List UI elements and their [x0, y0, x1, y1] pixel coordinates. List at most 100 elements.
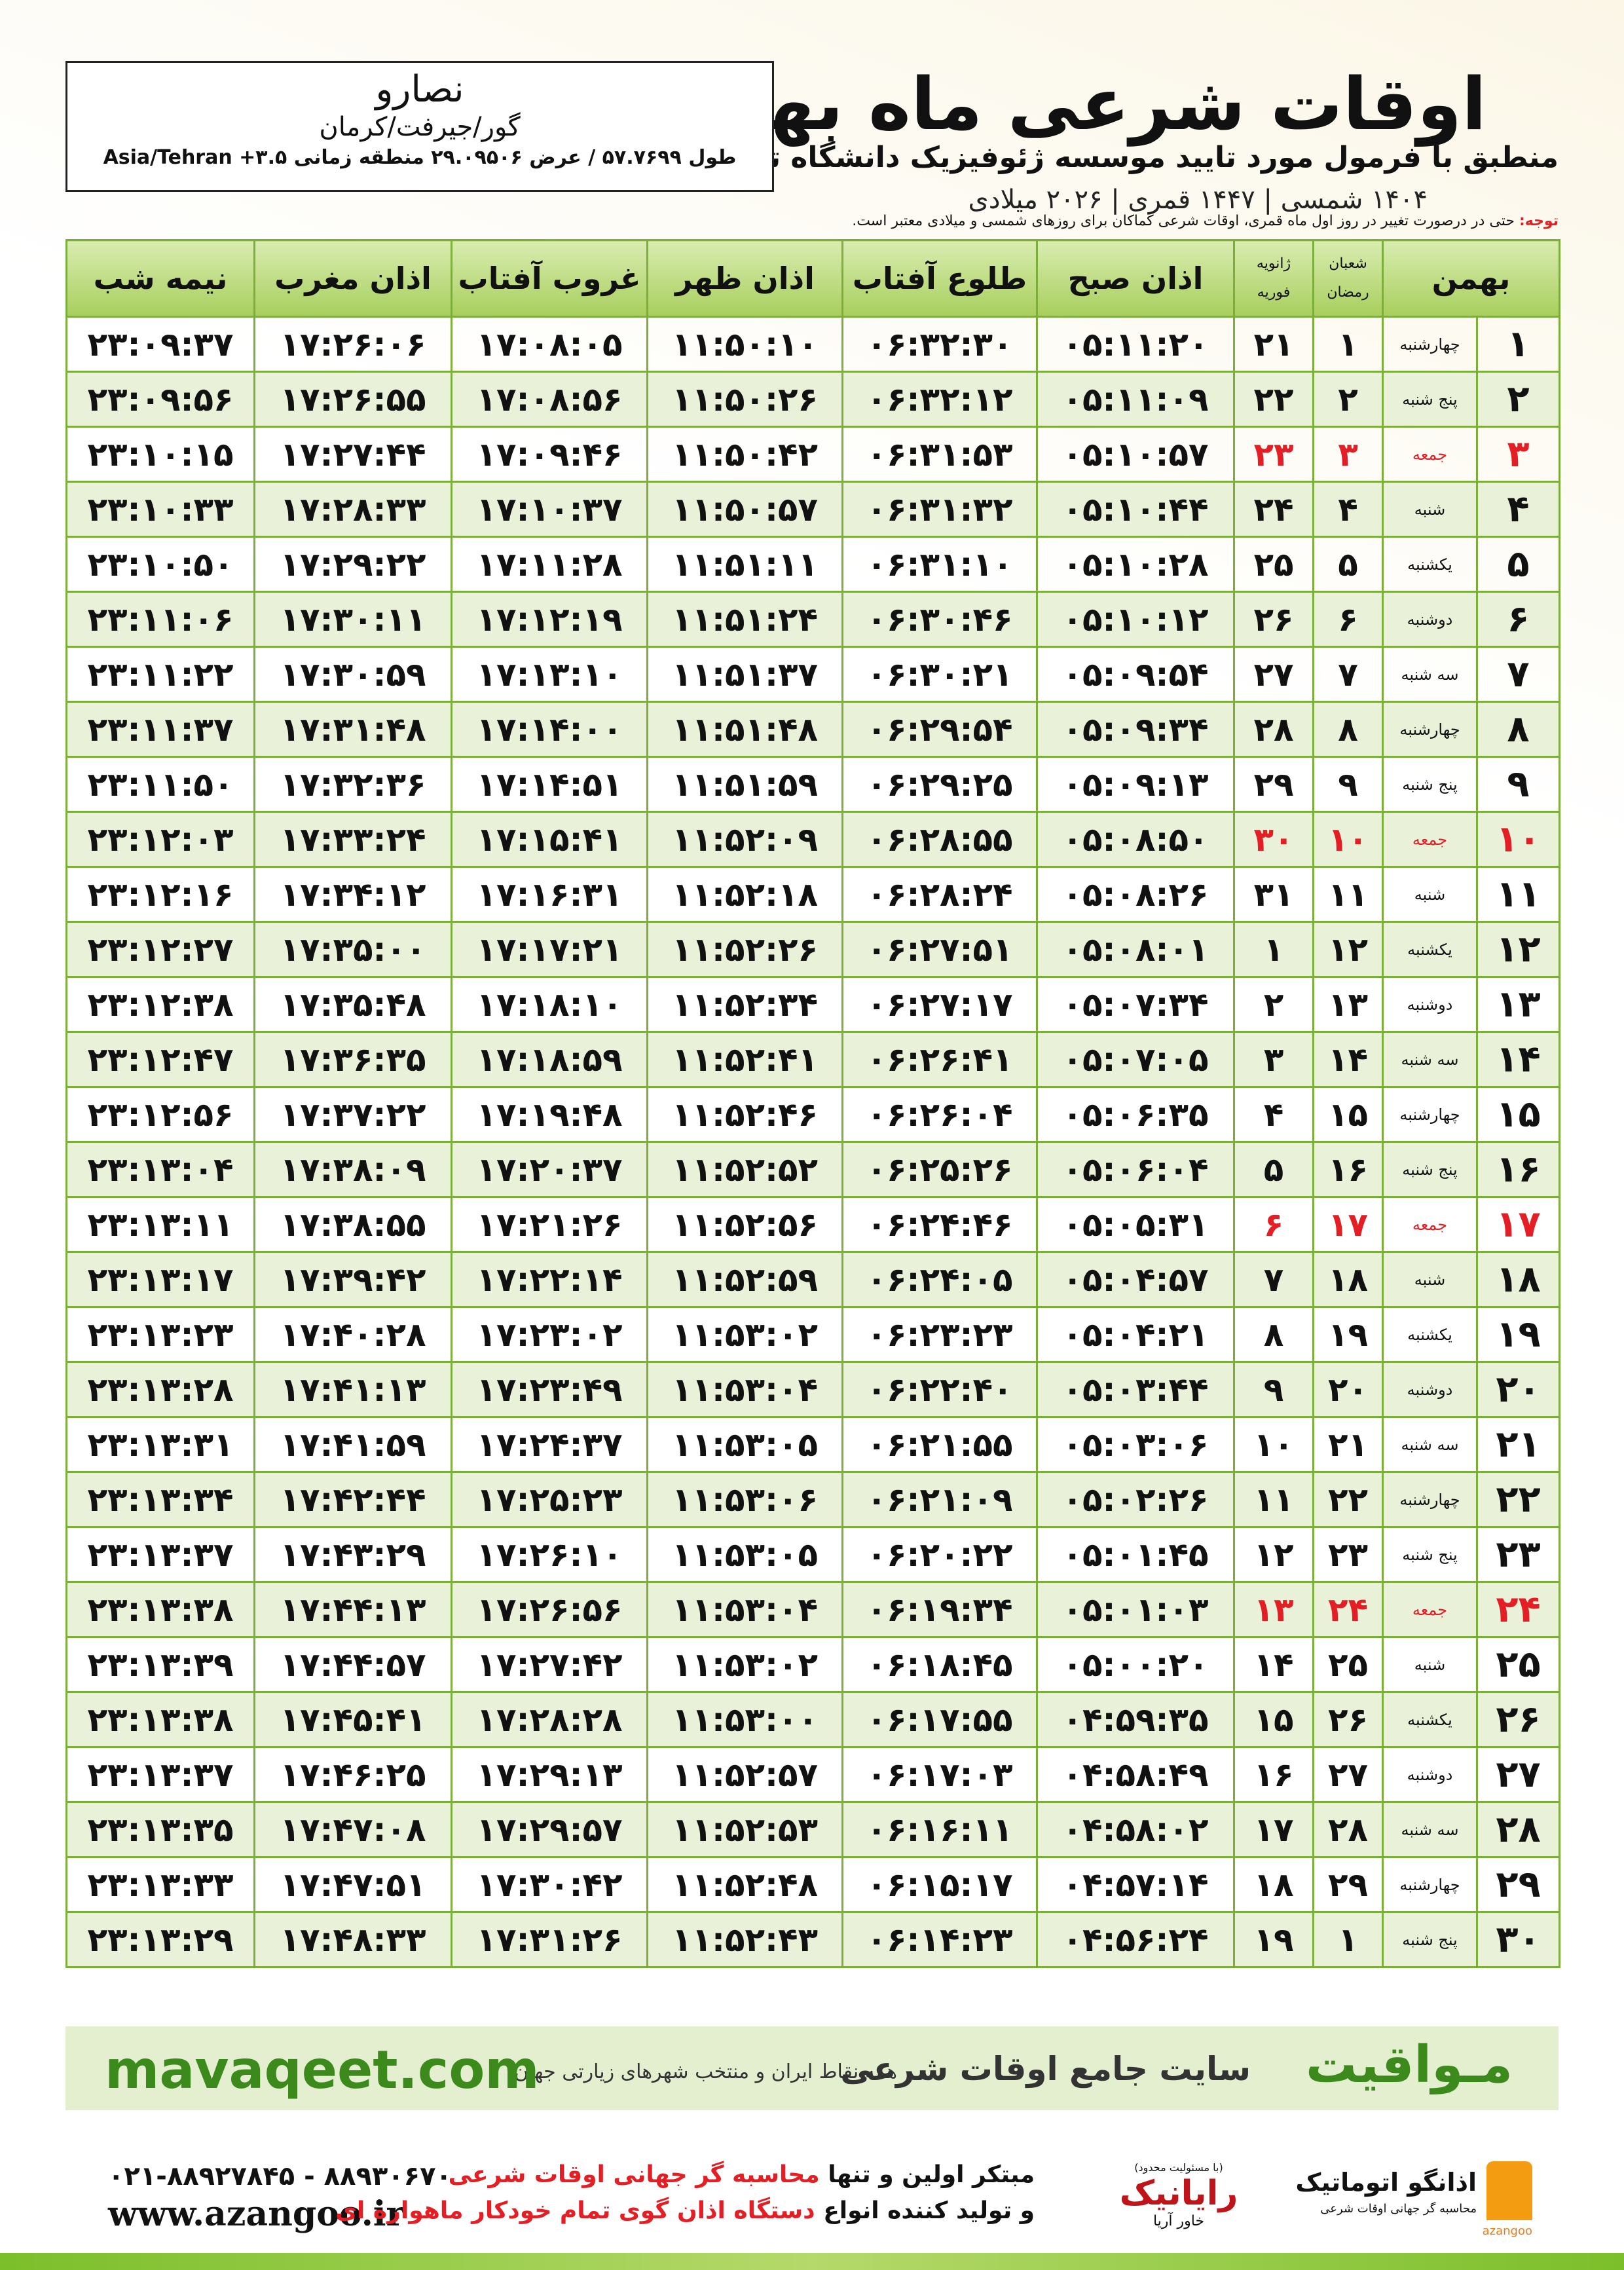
sunset: ۱۷:۱۸:۵۹	[451, 1031, 648, 1088]
website[interactable]: www.azangoo.ir	[108, 2194, 404, 2234]
weekday: شنبه	[1382, 1636, 1478, 1693]
tagline: سایت جامع اوقات شرعی	[840, 2050, 1251, 2088]
day: ۱۰	[1476, 811, 1560, 868]
midnight: ۲۳:۱۳:۱۱	[65, 1196, 255, 1253]
note-text: حتی در درصورت تغییر در روز اول ماه قمری،…	[852, 213, 1515, 229]
hijri-day: ۱۸	[1312, 1251, 1384, 1308]
gregorian-day: ۴	[1233, 1086, 1314, 1143]
fajr: ۰۴:۵۸:۰۲	[1036, 1801, 1235, 1858]
fajr: ۰۵:۱۰:۴۴	[1036, 481, 1235, 538]
maghrib: ۱۷:۴۱:۱۳	[253, 1361, 452, 1418]
sunset: ۱۷:۲۳:۰۲	[451, 1306, 648, 1363]
hijri-day: ۹	[1312, 756, 1384, 813]
brand: مـواقیت	[1305, 2036, 1513, 2094]
maghrib: ۱۷:۳۶:۳۵	[253, 1031, 452, 1088]
maghrib: ۱۷:۳۰:۱۱	[253, 591, 452, 648]
day: ۳	[1476, 426, 1560, 483]
gregorian-day: ۳۱	[1233, 866, 1314, 923]
gregorian-day: ۱۱	[1233, 1471, 1314, 1528]
hijri-day: ۱۵	[1312, 1086, 1384, 1143]
fajr: ۰۵:۰۸:۲۶	[1036, 866, 1235, 923]
table-row: ۱۳ دوشنبه ۱۳ ۲ ۰۵:۰۷:۳۴ ۰۶:۲۷:۱۷ ۱۱:۵۲:۳۴ ۱۷:۱۸…	[65, 976, 1560, 1033]
table-row: ۲۶ یکشنبه ۲۶ ۱۵ ۰۴:۵۹:۳۵ ۰۶:۱۷:۵۵ ۱۱:۵۳:۰۰ ۱۷:۲…	[65, 1691, 1560, 1748]
table-row: ۲۵ شنبه ۲۵ ۱۴ ۰۵:۰۰:۲۰ ۰۶:۱۸:۴۵ ۱۱:۵۳:۰۲ ۱۷:۲۷:…	[65, 1636, 1560, 1693]
hijri-day: ۱۴	[1312, 1031, 1384, 1088]
city: نصارو	[375, 68, 464, 111]
gregorian-day: ۱	[1233, 921, 1314, 978]
maghrib: ۱۷:۲۶:۰۶	[253, 316, 452, 373]
table-row: ۶ دوشنبه ۶ ۲۶ ۰۵:۱۰:۱۲ ۰۶:۳۰:۴۶ ۱۱:۵۱:۲۴ ۱۷:۱۲:…	[65, 591, 1560, 648]
footer-line: مبتکر اولین و تنها محاسبه گر جهانی اوقات…	[449, 2161, 1035, 2188]
midnight: ۲۳:۰۹:۵۶	[65, 371, 255, 428]
fajr: ۰۵:۰۹:۵۴	[1036, 646, 1235, 703]
gregorian-day: ۲۸	[1233, 701, 1314, 758]
table-row: ۲۹ چهارشنبه ۲۹ ۱۸ ۰۴:۵۷:۱۴ ۰۶:۱۵:۱۷ ۱۱:۵۲:۴۸ ۱۷…	[65, 1856, 1560, 1913]
dhuhr: ۱۱:۵۲:۵۹	[646, 1251, 843, 1308]
day: ۷	[1476, 646, 1560, 703]
table-row: ۱۶ پنج شنبه ۱۶ ۵ ۰۵:۰۶:۰۴ ۰۶:۲۵:۲۶ ۱۱:۵۲:۵۲ ۱۷:…	[65, 1141, 1560, 1198]
dhuhr: ۱۱:۵۳:۰۲	[646, 1636, 843, 1693]
hijri-day: ۱۳	[1312, 976, 1384, 1033]
table-row: ۱۸ شنبه ۱۸ ۷ ۰۵:۰۴:۵۷ ۰۶:۲۴:۰۵ ۱۱:۵۲:۵۹ ۱۷:۲۲:۱…	[65, 1251, 1560, 1308]
hijri-day: ۵	[1312, 536, 1384, 593]
maghrib: ۱۷:۴۵:۴۱	[253, 1691, 452, 1748]
fajr: ۰۵:۰۷:۰۵	[1036, 1031, 1235, 1088]
line-text: و تولید کننده انواع	[823, 2197, 1035, 2224]
sunset: ۱۷:۲۹:۵۷	[451, 1801, 648, 1858]
sunrise: ۰۶:۳۱:۱۰	[841, 536, 1038, 593]
sunset: ۱۷:۱۷:۲۱	[451, 921, 648, 978]
sunrise: ۰۶:۲۸:۲۴	[841, 866, 1038, 923]
fajr: ۰۵:۰۶:۳۵	[1036, 1086, 1235, 1143]
table-row: ۲۰ دوشنبه ۲۰ ۹ ۰۵:۰۳:۴۴ ۰۶:۲۲:۴۰ ۱۱:۵۳:۰۴ ۱۷:۲۳…	[65, 1361, 1560, 1418]
table-row: ۴ شنبه ۴ ۲۴ ۰۵:۱۰:۴۴ ۰۶:۳۱:۳۲ ۱۱:۵۰:۵۷ ۱۷:۱۰:۳۷…	[65, 481, 1560, 538]
sunrise: ۰۶:۲۸:۵۵	[841, 811, 1038, 868]
maghrib: ۱۷:۲۸:۳۳	[253, 481, 452, 538]
url[interactable]: mavaqeet.com	[105, 2039, 540, 2100]
maghrib: ۱۷:۴۲:۴۴	[253, 1471, 452, 1528]
day: ۲۸	[1476, 1801, 1560, 1858]
midnight: ۲۳:۱۲:۴۷	[65, 1031, 255, 1088]
maghrib: ۱۷:۴۴:۵۷	[253, 1636, 452, 1693]
maghrib: ۱۷:۳۷:۲۲	[253, 1086, 452, 1143]
sunrise: ۰۶:۳۱:۳۲	[841, 481, 1038, 538]
sunrise: ۰۶:۲۱:۵۵	[841, 1416, 1038, 1473]
banner: مـواقیت سایت جامع اوقات شرعی همه نقاط ای…	[65, 2026, 1559, 2110]
table-row: ۱۴ سه شنبه ۱۴ ۳ ۰۵:۰۷:۰۵ ۰۶:۲۶:۴۱ ۱۱:۵۲:۴۱ ۱۷:۱…	[65, 1031, 1560, 1088]
midnight: ۲۳:۱۳:۳۷	[65, 1526, 255, 1583]
sunset: ۱۷:۲۸:۲۸	[451, 1691, 648, 1748]
header-cell: طلوع آفتاب	[841, 239, 1038, 318]
sunrise: ۰۶:۱۹:۳۴	[841, 1581, 1038, 1638]
table-row: ۲۱ سه شنبه ۲۱ ۱۰ ۰۵:۰۳:۰۶ ۰۶:۲۱:۵۵ ۱۱:۵۳:۰۵ ۱۷:…	[65, 1416, 1560, 1473]
sunset: ۱۷:۱۱:۲۸	[451, 536, 648, 593]
fajr: ۰۵:۰۸:۵۰	[1036, 811, 1235, 868]
sunrise: ۰۶:۲۱:۰۹	[841, 1471, 1038, 1528]
maghrib: ۱۷:۴۷:۵۱	[253, 1856, 452, 1913]
midnight: ۲۳:۱۳:۲۳	[65, 1306, 255, 1363]
dhuhr: ۱۱:۵۳:۰۲	[646, 1306, 843, 1363]
sunrise: ۰۶:۱۶:۱۱	[841, 1801, 1038, 1858]
logo-sub: محاسبه گر جهانی اوقات شرعی	[1320, 2202, 1477, 2216]
gregorian-day: ۲۷	[1233, 646, 1314, 703]
gregorian-day: ۲۱	[1233, 316, 1314, 373]
midnight: ۲۳:۱۳:۳۳	[65, 1856, 255, 1913]
gregorian-day: ۱۳	[1233, 1581, 1314, 1638]
weekday: پنج شنبه	[1382, 371, 1478, 428]
day: ۶	[1476, 591, 1560, 648]
midnight: ۲۳:۱۳:۳۷	[65, 1746, 255, 1803]
maghrib: ۱۷:۳۱:۴۸	[253, 701, 452, 758]
table-row: ۳۰ پنج شنبه ۱ ۱۹ ۰۴:۵۶:۲۴ ۰۶:۱۴:۲۳ ۱۱:۵۲:۴۳ ۱۷:…	[65, 1911, 1560, 1968]
bottom-bar	[0, 2253, 1624, 2270]
table-body: ۱ چهارشنبه ۱ ۲۱ ۰۵:۱۱:۲۰ ۰۶:۳۲:۳۰ ۱۱:۵۰:۱۰ ۱۷:۰…	[65, 316, 1560, 1968]
midnight: ۲۳:۱۱:۲۲	[65, 646, 255, 703]
fajr: ۰۵:۰۹:۳۴	[1036, 701, 1235, 758]
midnight: ۲۳:۱۳:۲۹	[65, 1911, 255, 1968]
sunset: ۱۷:۲۹:۱۳	[451, 1746, 648, 1803]
hijri-day: ۲۲	[1312, 1471, 1384, 1528]
sunset: ۱۷:۱۴:۰۰	[451, 701, 648, 758]
title: اوقات شرعی ماه بهمن	[655, 62, 1486, 146]
hijri-day: ۴	[1312, 481, 1384, 538]
hijri-day: ۱	[1312, 1911, 1384, 1968]
dhuhr: ۱۱:۵۱:۵۹	[646, 756, 843, 813]
location-box: نصارو گور/جیرفت/کرمان طول ۵۷.۷۶۹۹ / عرض …	[65, 61, 774, 192]
day: ۱۲	[1476, 921, 1560, 978]
